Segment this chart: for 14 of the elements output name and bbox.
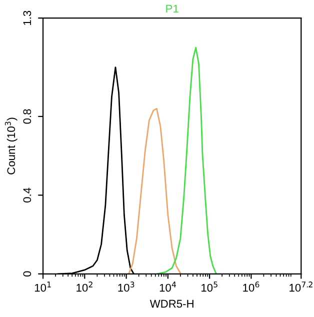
x-tick-label: 10$^{4}$	[160, 282, 176, 292]
y-tick-label: 0.4	[23, 188, 32, 202]
y-tick-label: 0.8	[23, 109, 32, 124]
x-tick-label: 10$^{3}$	[118, 282, 134, 292]
x-axis-title: WDR5-H	[150, 300, 194, 308]
x-tick-label: 10$^{1}$	[34, 282, 51, 292]
y-tick-label: 1.3	[23, 10, 32, 25]
y-tick-label: 0	[23, 271, 32, 277]
x-tick-label: 10$^{6}$	[243, 282, 260, 292]
x-tick-label: 10$^{5}$	[202, 282, 218, 292]
y-axis-title: Count (10$^{3}$)	[4, 118, 18, 174]
x-tick-label: 10$^{2}$	[76, 282, 92, 292]
x-tick-label: 10$^{7.2}$	[290, 282, 312, 292]
chart-title: P1	[166, 4, 178, 13]
